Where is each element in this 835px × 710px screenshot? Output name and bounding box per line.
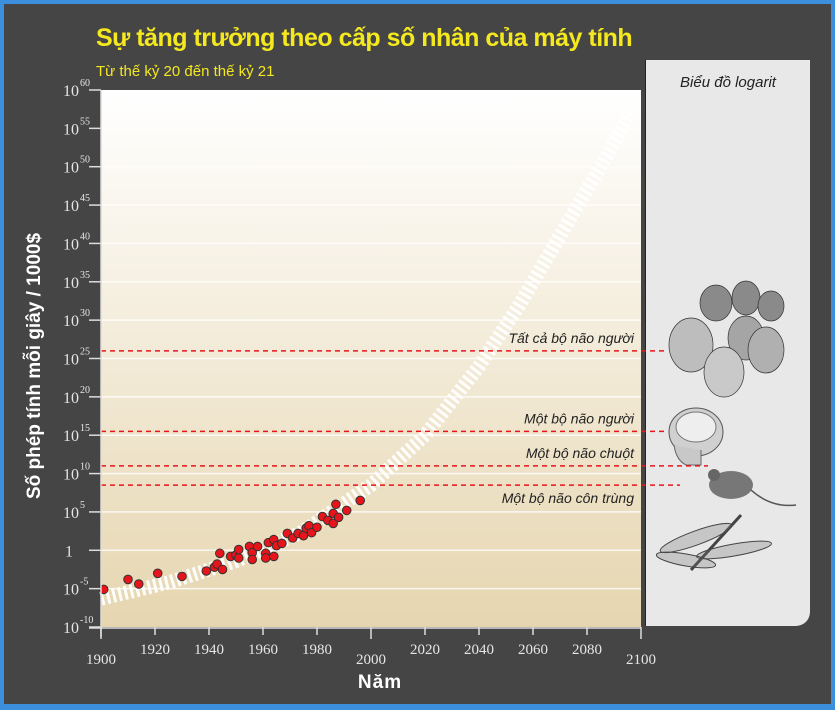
data-point <box>277 538 287 549</box>
dragonfly-icon <box>655 513 772 572</box>
x-tick-label: 1980 <box>302 642 332 658</box>
y-tick-label: 10 <box>63 83 79 100</box>
data-point <box>252 541 263 552</box>
y-tick-exponent: 60 <box>80 78 90 89</box>
data-point <box>312 522 322 533</box>
reference-label: Một bộ não chuột <box>526 445 635 461</box>
y-tick-label: 10 <box>63 620 79 637</box>
x-tick-label: 1960 <box>248 642 278 658</box>
y-tick-exponent: 35 <box>80 270 90 281</box>
data-point <box>217 564 228 575</box>
y-tick-exponent: -10 <box>80 615 93 626</box>
y-tick-label: 10 <box>63 428 79 445</box>
x-tick-label: 1940 <box>194 642 224 658</box>
data-point <box>341 505 352 516</box>
data-point <box>134 579 144 589</box>
y-tick-label: 10 <box>63 160 79 177</box>
x-tick-label: 1900 <box>86 652 116 668</box>
data-point <box>201 566 212 576</box>
data-point <box>123 574 133 585</box>
chart-title: Sự tăng trưởng theo cấp số nhân của máy … <box>96 24 633 52</box>
data-point <box>177 571 187 582</box>
y-tick-label: 10 <box>63 121 79 138</box>
data-point <box>233 553 244 563</box>
human-brain-icon <box>668 407 724 466</box>
data-point <box>233 544 244 555</box>
y-tick-label: 10 <box>63 467 79 484</box>
y-tick-label: 10 <box>63 198 79 215</box>
y-tick-exponent: 45 <box>80 193 90 204</box>
y-tick-exponent: 30 <box>80 308 90 319</box>
panel-title: Biểu đồ logarit <box>680 74 776 91</box>
data-point <box>247 554 257 565</box>
y-tick-label: 10 <box>63 582 79 599</box>
y-tick-exponent: 25 <box>80 347 90 358</box>
data-point <box>328 518 339 529</box>
reference-label: Một bộ não người <box>524 410 635 426</box>
y-tick-exponent: 10 <box>80 462 90 473</box>
x-tick-label: 2100 <box>626 652 656 668</box>
data-point <box>331 499 341 510</box>
y-tick-label: 10 <box>63 236 79 253</box>
y-tick-exponent: 20 <box>80 385 90 396</box>
y-tick-exponent: 15 <box>80 423 90 434</box>
reference-label: Tất cả bộ não người <box>508 330 634 346</box>
y-tick-label: 10 <box>63 352 79 369</box>
y-tick-exponent: 50 <box>80 155 90 166</box>
data-point <box>215 548 225 559</box>
y-tick-label: 10 <box>63 275 79 292</box>
y-tick-label: 1 <box>65 543 73 560</box>
data-point <box>355 495 366 506</box>
x-tick-label: 2040 <box>464 642 494 658</box>
chart-subtitle: Từ thế kỷ 20 đến thế kỷ 21 <box>96 63 275 80</box>
x-tick-label: 2060 <box>518 642 548 658</box>
data-point <box>152 568 163 579</box>
y-tick-label: 10 <box>63 390 79 407</box>
x-tick-label: 2020 <box>410 642 440 658</box>
data-point <box>260 553 271 563</box>
log-scale-panel: Biểu đồ logarit <box>645 60 810 626</box>
x-tick-label: 2080 <box>572 642 602 658</box>
x-tick-label: 1920 <box>140 642 170 658</box>
y-tick-exponent: -5 <box>80 577 88 588</box>
y-tick-exponent: 5 <box>80 500 85 511</box>
human-heads-icon <box>668 280 785 398</box>
mouse-icon <box>708 469 797 507</box>
x-axis-label: Năm <box>357 672 403 693</box>
data-point <box>269 551 279 562</box>
y-tick-label: 10 <box>63 313 79 330</box>
y-tick-exponent: 40 <box>80 231 90 242</box>
data-point <box>333 512 344 523</box>
x-tick-label: 2000 <box>356 652 386 668</box>
y-tick-exponent: 55 <box>80 116 90 127</box>
reference-label: Một bộ não côn trùng <box>502 490 635 506</box>
y-tick-label: 10 <box>63 505 79 522</box>
